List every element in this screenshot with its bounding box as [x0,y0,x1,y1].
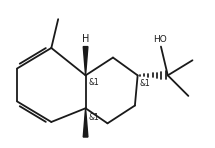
Text: &1: &1 [139,79,150,89]
Text: &1: &1 [89,113,100,122]
Text: HO: HO [153,35,166,44]
Text: H: H [82,34,89,44]
Text: &1: &1 [89,78,100,87]
Polygon shape [83,108,88,137]
Polygon shape [83,47,88,75]
